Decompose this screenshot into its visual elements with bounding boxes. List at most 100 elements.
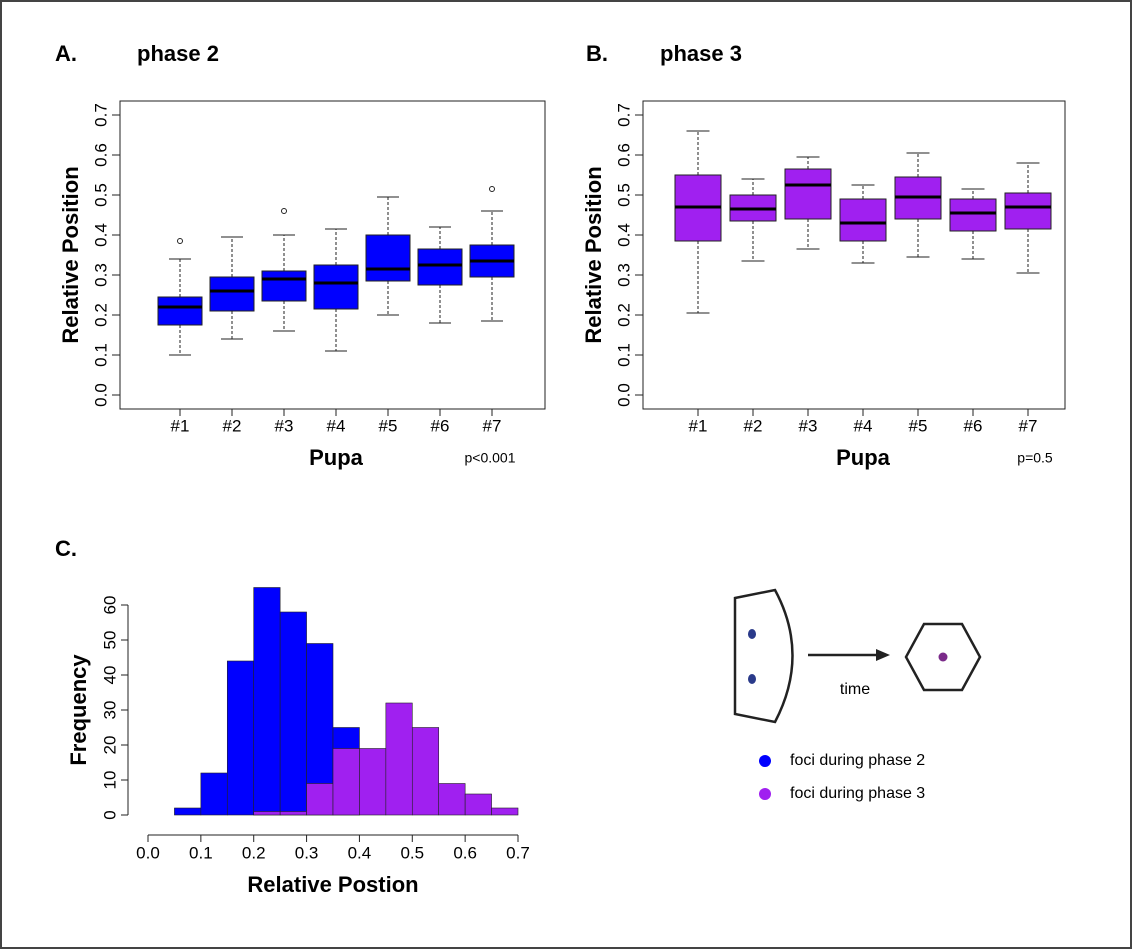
outlier: [489, 186, 495, 192]
chart-title: phase 2: [137, 41, 219, 66]
x-tick-label: #2: [223, 416, 242, 435]
y-tick-label: 0.1: [614, 343, 633, 367]
x-tick-label: 0.6: [453, 843, 477, 862]
x-tick-label: #6: [964, 416, 983, 435]
x-tick-label: 0.5: [400, 843, 424, 862]
box: [784, 168, 832, 220]
focus: [748, 629, 756, 639]
legend-swatch: [759, 788, 771, 800]
y-tick-label: 0.6: [91, 143, 110, 167]
chart-title: phase 3: [660, 41, 742, 66]
y-axis-label: Frequency: [66, 654, 91, 766]
histogram-bar: [174, 807, 202, 816]
panel-label: C.: [55, 536, 77, 561]
x-tick-label: 0.2: [242, 843, 266, 862]
y-tick-label: 0.3: [91, 263, 110, 287]
x-tick-label: #3: [799, 416, 818, 435]
y-tick-label: 0.1: [91, 343, 110, 367]
cell-phase-3: [904, 622, 982, 692]
histogram-bar: [279, 611, 307, 816]
box: [157, 296, 203, 326]
y-tick-label: 0.2: [91, 303, 110, 327]
focus: [748, 674, 756, 684]
y-tick-label: 50: [100, 631, 119, 650]
x-tick-label: 0.0: [136, 843, 160, 862]
arrow-label: time: [840, 681, 870, 698]
x-tick-label: #7: [483, 416, 502, 435]
histogram-bar: [385, 702, 413, 816]
box: [365, 234, 411, 282]
y-tick-label: 0.4: [614, 223, 633, 247]
x-tick-label: #6: [431, 416, 450, 435]
cell-phase-2: [733, 588, 794, 724]
histogram-bar: [491, 807, 519, 816]
annotation: p<0.001: [465, 450, 516, 466]
y-tick-label: 0.4: [91, 223, 110, 247]
y-tick-label: 0.0: [91, 383, 110, 407]
focus: [938, 652, 948, 662]
y-tick-label: 0.0: [614, 383, 633, 407]
y-tick-label: 0.5: [614, 183, 633, 207]
histogram-bar: [411, 727, 440, 816]
y-axis-label: Relative Position: [581, 166, 606, 343]
histogram-bar: [200, 772, 228, 816]
histogram-bar: [359, 748, 387, 816]
x-tick-label: 0.4: [348, 843, 372, 862]
y-tick-label: 0.6: [614, 143, 633, 167]
y-tick-label: 40: [100, 666, 119, 685]
y-tick-label: 0.3: [614, 263, 633, 287]
histogram-bar: [226, 660, 255, 816]
x-tick-label: #5: [909, 416, 928, 435]
outlier: [177, 238, 183, 244]
panel-label: B.: [586, 41, 608, 66]
y-axis-label: Relative Position: [58, 166, 83, 343]
y-tick-label: 0.5: [91, 183, 110, 207]
y-tick-label: 0.7: [614, 103, 633, 127]
histogram-bar: [306, 783, 334, 816]
histogram-bar: [253, 587, 281, 816]
box: [839, 198, 887, 242]
legend-swatch: [759, 755, 771, 767]
x-tick-label: #5: [379, 416, 398, 435]
histogram-bar: [464, 793, 492, 816]
x-axis-label: Pupa: [836, 445, 891, 470]
histogram-bar: [253, 811, 281, 816]
y-tick-label: 20: [100, 736, 119, 755]
outlier: [281, 208, 287, 214]
y-tick-label: 0: [100, 810, 119, 819]
plot-frame: [642, 100, 1066, 410]
box: [949, 198, 997, 232]
x-axis-label: Pupa: [309, 445, 364, 470]
x-tick-label: #2: [744, 416, 763, 435]
histogram-bar: [438, 783, 466, 816]
arrow-head: [876, 649, 890, 661]
y-tick-label: 0.2: [614, 303, 633, 327]
annotation: p=0.5: [1017, 450, 1053, 466]
x-axis-label: Relative Postion: [247, 872, 418, 897]
histogram-bar: [279, 811, 307, 816]
box: [417, 248, 463, 286]
legend-label: foci during phase 3: [790, 785, 925, 802]
y-tick-label: 10: [100, 771, 119, 790]
y-tick-label: 30: [100, 701, 119, 720]
legend-label: foci during phase 2: [790, 752, 925, 769]
histogram-bar: [332, 748, 360, 816]
x-tick-label: 0.3: [295, 843, 319, 862]
box: [209, 276, 255, 312]
x-tick-label: 0.1: [189, 843, 213, 862]
x-tick-label: #1: [171, 416, 190, 435]
x-tick-label: #4: [854, 416, 873, 435]
box: [261, 270, 307, 302]
box: [313, 264, 359, 310]
y-tick-label: 0.7: [91, 103, 110, 127]
x-tick-label: #7: [1019, 416, 1038, 435]
panel-label: A.: [55, 41, 77, 66]
plot-frame: [119, 100, 546, 410]
x-tick-label: 0.7: [506, 843, 530, 862]
x-tick-label: #1: [689, 416, 708, 435]
box: [1004, 192, 1052, 230]
y-tick-label: 60: [100, 596, 119, 615]
x-tick-label: #3: [275, 416, 294, 435]
